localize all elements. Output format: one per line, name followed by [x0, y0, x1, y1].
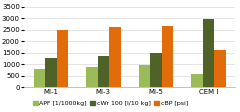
- Bar: [203, 19, 214, 87]
- Bar: [191, 74, 203, 87]
- Bar: [57, 30, 68, 87]
- Bar: [86, 67, 98, 87]
- Bar: [214, 51, 226, 87]
- Bar: [138, 65, 150, 87]
- Bar: [45, 58, 57, 87]
- Bar: [34, 69, 45, 87]
- Legend: APF [1/1000kg], cWr 100 [l/10 kg], cBP [psi]: APF [1/1000kg], cWr 100 [l/10 kg], cBP […: [30, 99, 191, 109]
- Bar: [109, 27, 121, 87]
- Bar: [150, 53, 162, 87]
- Bar: [98, 56, 109, 87]
- Bar: [162, 26, 173, 87]
